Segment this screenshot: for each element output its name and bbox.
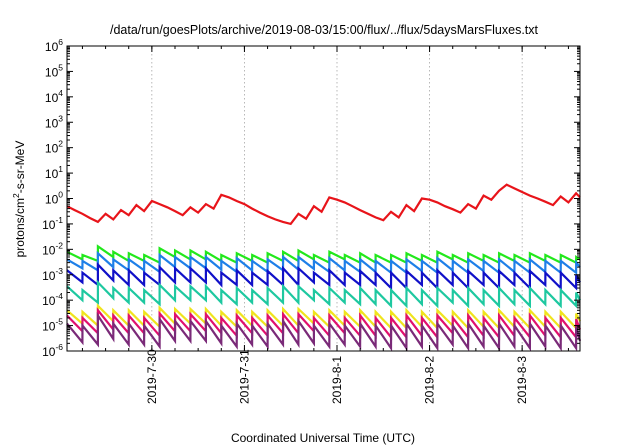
plot-frame [66,45,581,352]
y-tick-label: 10-4 [42,291,63,308]
y-tick-label: 10-1 [42,215,63,232]
y-tick-label: 10-2 [42,240,63,257]
series-line-5 [66,279,581,309]
y-tick-label: 101 [45,164,63,181]
x-axis-label: Coordinated Universal Time (UTC) [231,431,415,445]
series-line-1 [66,183,581,226]
x-tick-label: 2019-7-30 [145,349,159,404]
y-tick-label: 104 [45,88,63,105]
y-tick-label: 100 [45,190,63,207]
x-tick-label: 2019-8-3 [515,356,529,404]
x-tick-label: 2019-8-1 [330,356,344,404]
y-tick-label: 105 [45,62,63,79]
x-tick-label: 2019-8-2 [423,356,437,404]
x-axis-ticks: 2019-7-30 2019-7-31 2019-8-1 2019-8-2 2019-8… [81,46,569,404]
y-axis-label: protons/cm2-s-sr-MeV [11,141,27,258]
series-line-8 [66,311,582,352]
y-tick-label: 103 [45,113,63,130]
y-tick-label: 102 [45,139,63,156]
y-tick-label: 10-5 [42,317,63,334]
series-group [66,183,582,352]
chart-title: /data/run/goesPlots/archive/2019-08-03/1… [110,23,539,37]
y-tick-label: 106 [45,37,63,54]
y-tick-label: 10-6 [42,342,63,359]
y-axis-ticks: 10-6 10-5 10-4 10-3 10-2 10-1 100 101 102 103 104 1… [42,37,580,359]
series-line-4 [66,261,581,291]
y-tick-label: 10-3 [42,266,63,283]
grid [151,46,523,351]
x-tick-label: 2019-7-31 [237,349,251,404]
